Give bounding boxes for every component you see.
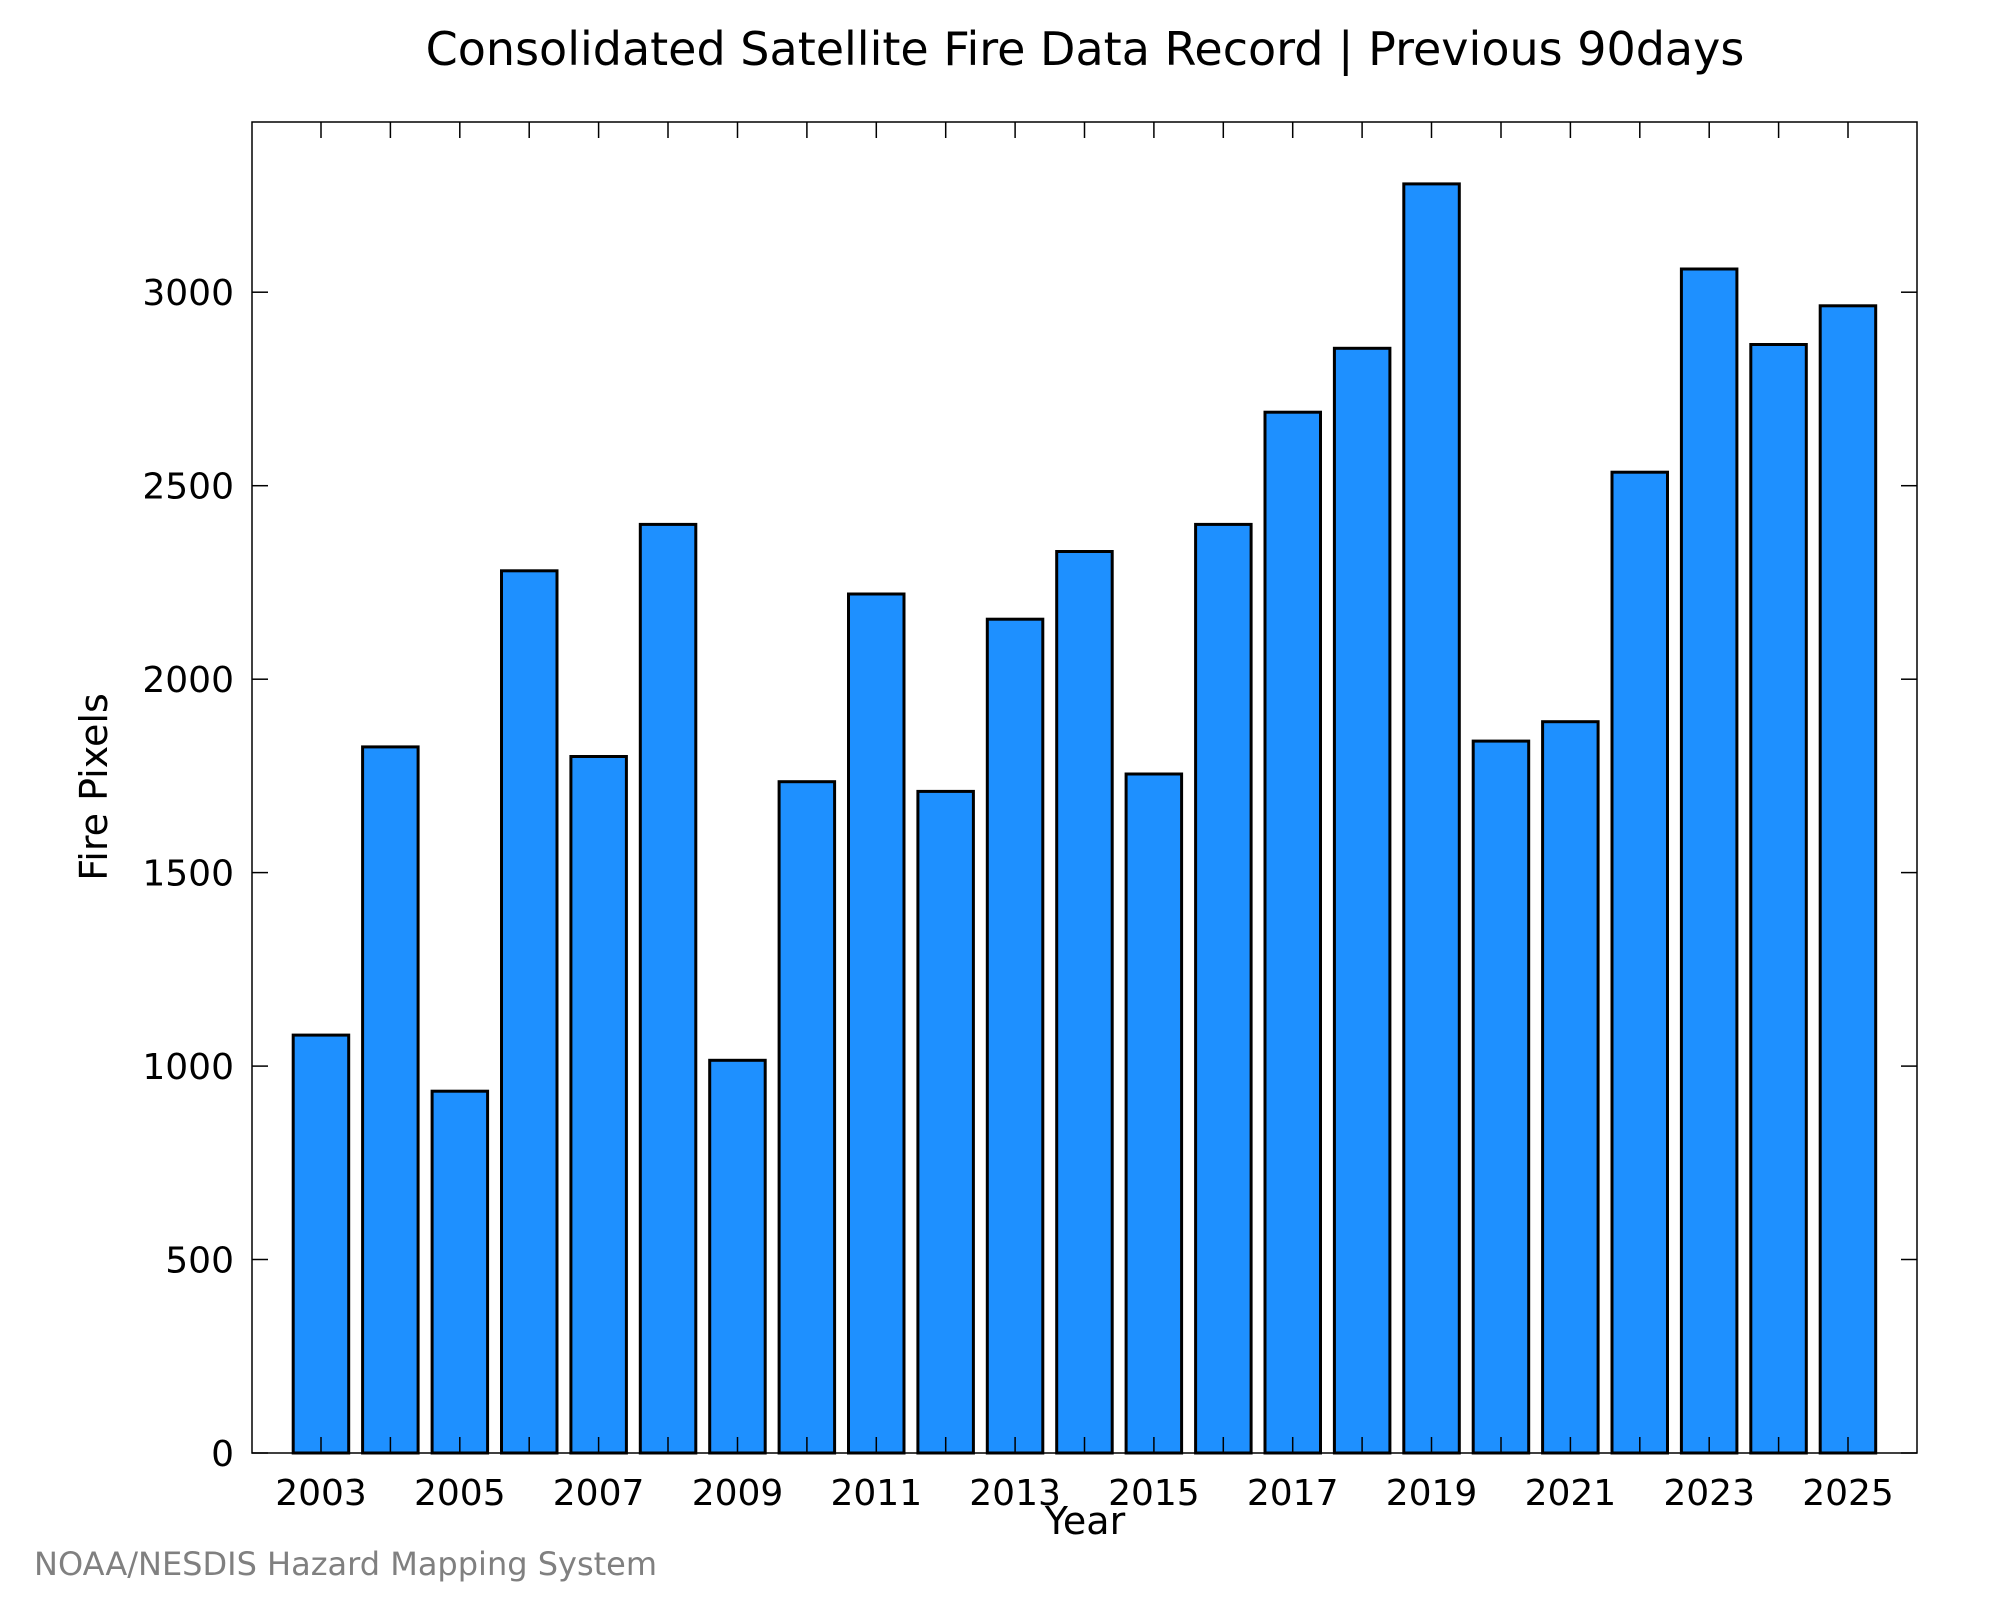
y-tick-label-1500: 1500	[142, 854, 234, 895]
bar-2008	[638, 522, 698, 1455]
x-tick-label-2007: 2007	[553, 1473, 645, 1514]
bar-2011	[847, 592, 906, 1455]
x-tick-label-2011: 2011	[830, 1473, 922, 1514]
bar-2007	[569, 755, 628, 1455]
bar-2009	[708, 1058, 767, 1455]
bar-2005	[430, 1089, 490, 1455]
bar-2004	[361, 745, 420, 1455]
bar-2003	[291, 1033, 351, 1455]
bar-2014	[1055, 550, 1114, 1455]
bar-2019	[1402, 182, 1461, 1455]
bar-2013	[985, 617, 1045, 1455]
x-tick-label-2015: 2015	[1108, 1473, 1200, 1514]
bar-2006	[500, 569, 559, 1455]
y-tick-label-500: 500	[165, 1241, 234, 1282]
bar-2021	[1541, 720, 1600, 1455]
bar-2010	[777, 780, 837, 1455]
bars-layer	[291, 182, 1878, 1455]
y-axis-title: Fire Pixels	[72, 693, 116, 881]
bar-2023	[1679, 267, 1739, 1455]
plot-frame	[251, 121, 1918, 1454]
bar-2025	[1818, 304, 1878, 1455]
bar-2017	[1263, 410, 1322, 1455]
x-tick-label-2009: 2009	[692, 1473, 784, 1514]
source-credit: NOAA/NESDIS Hazard Mapping System	[34, 1545, 657, 1583]
x-tick-label-2013: 2013	[969, 1473, 1061, 1514]
x-tick-label-2025: 2025	[1802, 1473, 1894, 1514]
bar-2016	[1194, 522, 1253, 1455]
ticks-layer: 0 500 1000 1500 2000 2500 3000 2003 2005 2007 2009…	[142, 122, 1917, 1514]
y-tick-label-0: 0	[211, 1434, 234, 1475]
y-tick-label-3000: 3000	[142, 273, 234, 314]
x-tick-label-2019: 2019	[1386, 1473, 1478, 1514]
x-tick-label-2005: 2005	[414, 1473, 506, 1514]
bar-2018	[1332, 346, 1392, 1455]
x-tick-label-2003: 2003	[275, 1473, 367, 1514]
x-tick-label-2023: 2023	[1663, 1473, 1755, 1514]
chart-title: Consolidated Satellite Fire Data Record …	[426, 22, 1745, 77]
bar-2024	[1749, 343, 1808, 1455]
y-tick-label-2000: 2000	[142, 660, 234, 701]
bar-2022	[1610, 470, 1669, 1455]
y-tick-label-2500: 2500	[142, 467, 234, 508]
bar-2012	[916, 789, 975, 1455]
bar-2015	[1124, 772, 1184, 1455]
x-tick-label-2017: 2017	[1247, 1473, 1339, 1514]
x-tick-label-2021: 2021	[1525, 1473, 1617, 1514]
bar-2020	[1471, 739, 1531, 1455]
y-tick-label-1000: 1000	[142, 1047, 234, 1088]
x-axis-title: Year	[1044, 1499, 1126, 1543]
